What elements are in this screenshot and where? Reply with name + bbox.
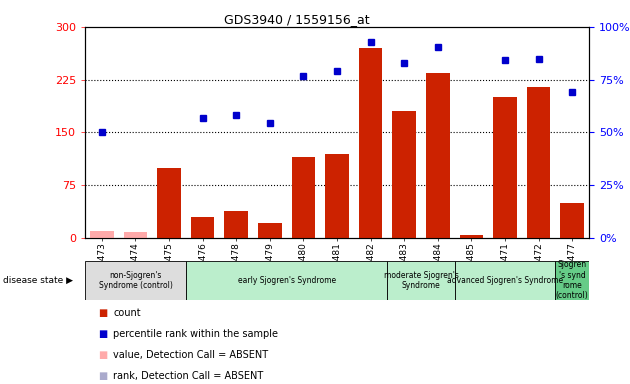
- Text: rank, Detection Call = ABSENT: rank, Detection Call = ABSENT: [113, 371, 263, 381]
- Bar: [85, 261, 186, 300]
- Title: GDS3940 / 1559156_at: GDS3940 / 1559156_at: [224, 13, 370, 26]
- Text: advanced Sjogren's Syndrome: advanced Sjogren's Syndrome: [447, 276, 563, 285]
- Bar: [493, 97, 517, 238]
- Bar: [387, 261, 455, 300]
- Text: percentile rank within the sample: percentile rank within the sample: [113, 329, 278, 339]
- Bar: [325, 154, 349, 238]
- Bar: [460, 235, 483, 238]
- Bar: [426, 73, 450, 238]
- Bar: [258, 223, 282, 238]
- Bar: [359, 48, 382, 238]
- Text: ■: ■: [98, 329, 107, 339]
- Bar: [556, 261, 589, 300]
- Bar: [186, 261, 387, 300]
- Text: ■: ■: [98, 308, 107, 318]
- Bar: [123, 232, 147, 238]
- Text: ■: ■: [98, 371, 107, 381]
- Text: disease state ▶: disease state ▶: [3, 276, 73, 285]
- Bar: [158, 168, 181, 238]
- Text: ■: ■: [98, 350, 107, 360]
- Text: moderate Sjogren's
Syndrome: moderate Sjogren's Syndrome: [384, 271, 459, 290]
- Text: count: count: [113, 308, 141, 318]
- Text: non-Sjogren's
Syndrome (control): non-Sjogren's Syndrome (control): [98, 271, 173, 290]
- Bar: [224, 211, 248, 238]
- Bar: [90, 231, 113, 238]
- Bar: [392, 111, 416, 238]
- Text: value, Detection Call = ABSENT: value, Detection Call = ABSENT: [113, 350, 268, 360]
- Bar: [527, 87, 551, 238]
- Bar: [561, 203, 584, 238]
- Text: Sjogren
's synd
rome
(control): Sjogren 's synd rome (control): [556, 260, 588, 300]
- Text: early Sjogren's Syndrome: early Sjogren's Syndrome: [238, 276, 336, 285]
- Bar: [292, 157, 315, 238]
- Bar: [191, 217, 214, 238]
- Bar: [455, 261, 556, 300]
